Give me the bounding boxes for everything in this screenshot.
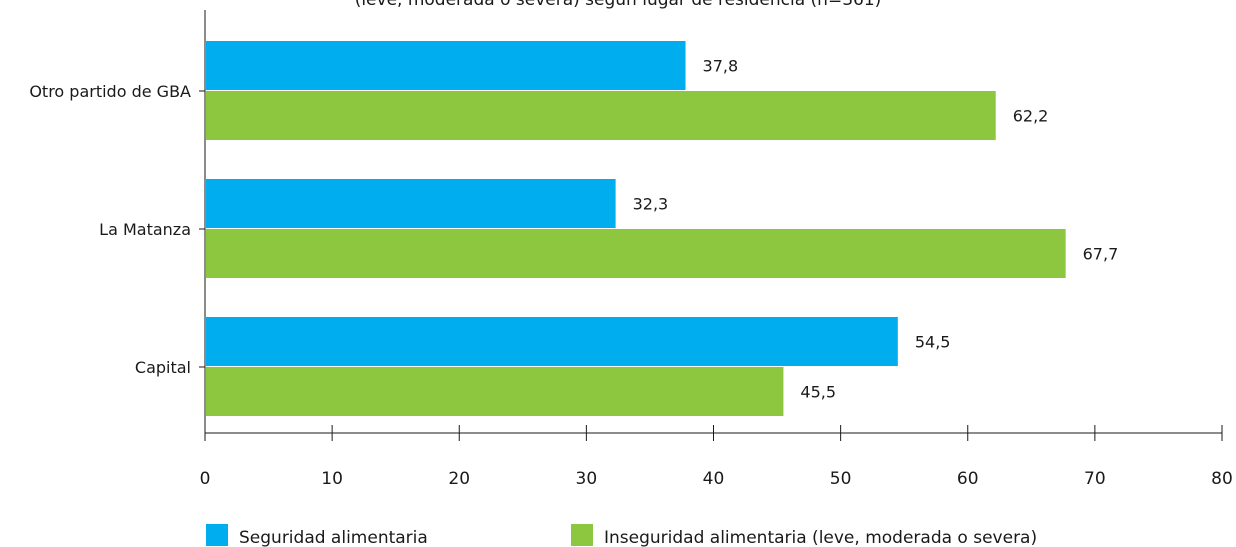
legend-label: Inseguridad alimentaria (leve, moderada …	[604, 528, 1037, 547]
data-label: 67,7	[1083, 245, 1119, 264]
x-tick-label: 70	[1084, 469, 1106, 489]
x-tick-label: 20	[448, 469, 470, 489]
data-label: 37,8	[703, 57, 739, 76]
data-label: 54,5	[915, 333, 951, 352]
chart-title: (leve, moderada o severa) según lugar de…	[355, 0, 882, 10]
x-tick-label: 30	[576, 469, 598, 489]
category-label: La Matanza	[99, 220, 191, 239]
legend-label: Seguridad alimentaria	[239, 528, 428, 547]
legend-swatch	[206, 524, 228, 546]
data-label: 45,5	[800, 383, 836, 402]
bar	[206, 317, 898, 366]
bar	[206, 91, 996, 140]
data-label: 32,3	[633, 195, 669, 214]
bar	[206, 229, 1066, 278]
data-label: 62,2	[1013, 107, 1049, 126]
x-tick-label: 60	[957, 469, 979, 489]
category-label: Otro partido de GBA	[29, 82, 191, 101]
category-label: Capital	[135, 358, 191, 377]
legend-swatch	[571, 524, 593, 546]
bar	[206, 179, 616, 228]
bar	[206, 41, 686, 90]
x-tick-label: 40	[703, 469, 725, 489]
x-tick-label: 10	[321, 469, 343, 489]
x-tick-label: 80	[1211, 469, 1233, 489]
x-tick-label: 0	[200, 469, 211, 489]
bar	[206, 367, 784, 416]
x-tick-label: 50	[830, 469, 852, 489]
